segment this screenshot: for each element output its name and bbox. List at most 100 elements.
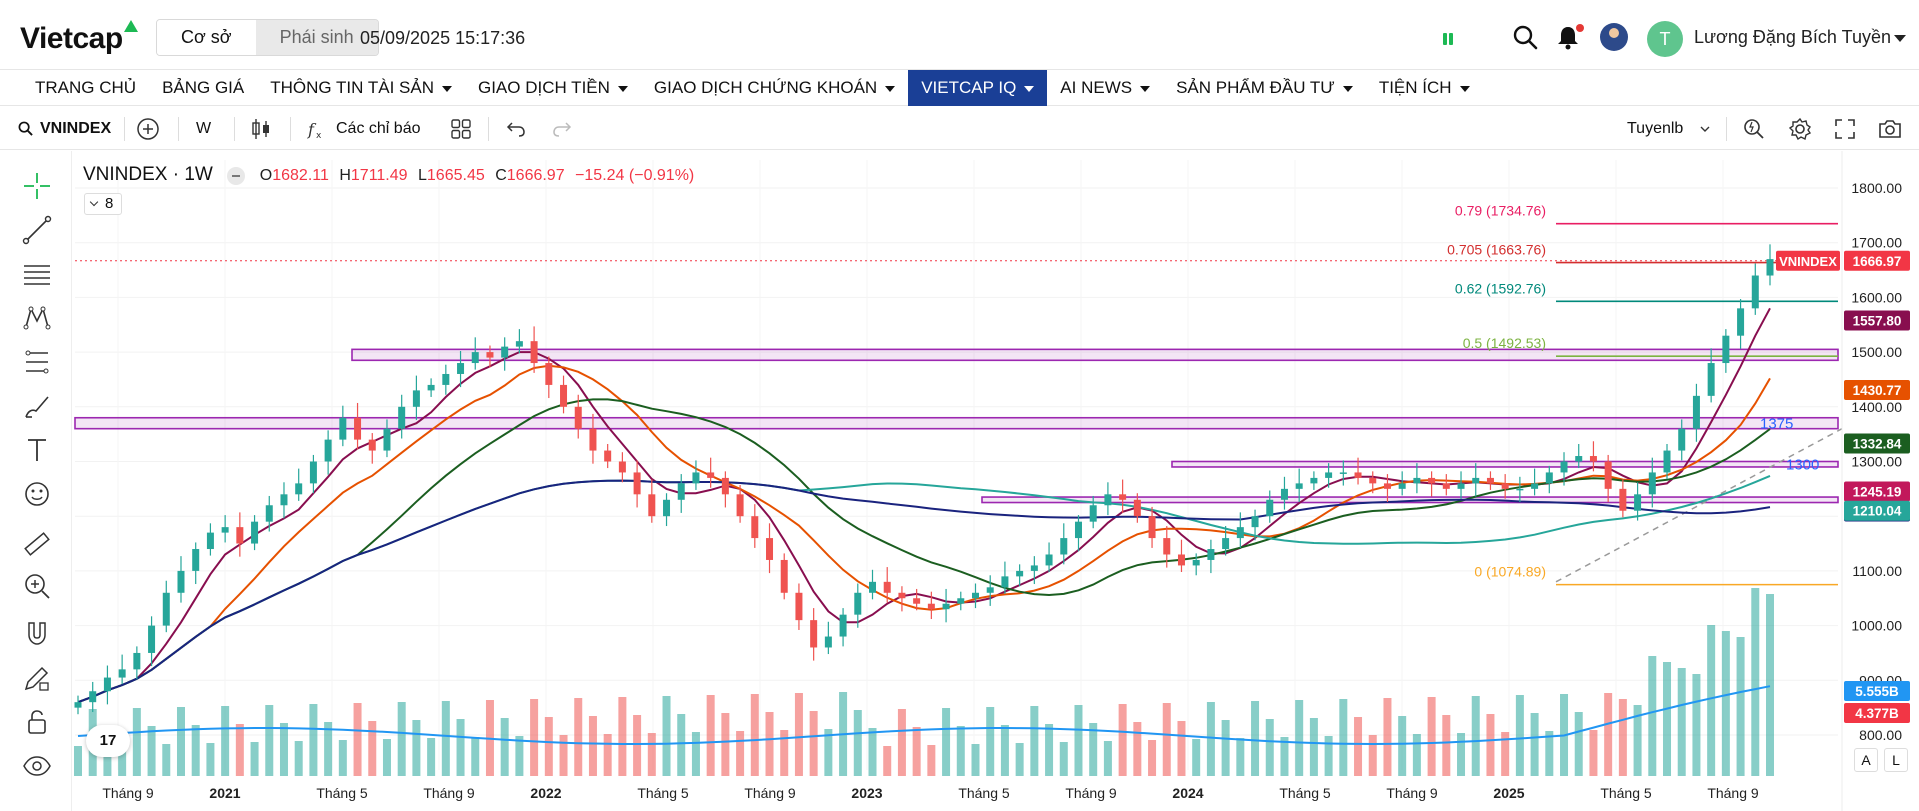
candle-body <box>913 598 921 604</box>
support-resistance-zone <box>74 416 1839 430</box>
layout-chevron-down-icon[interactable] <box>1700 125 1710 133</box>
candle-body <box>1339 472 1347 474</box>
price-axis-tag-label: 1430.77 <box>1853 383 1902 398</box>
redo-icon[interactable] <box>552 119 572 139</box>
symbol-search-icon[interactable] <box>18 121 33 136</box>
volume-bar <box>559 735 568 776</box>
symbol-selector[interactable]: VNINDEX <box>40 120 112 137</box>
candle-body <box>1030 565 1038 571</box>
candle-body <box>1457 483 1465 489</box>
candle-body <box>1589 456 1597 462</box>
candle-body <box>339 417 347 440</box>
indicators-collapse-toggle[interactable]: 8 <box>84 193 122 215</box>
chevron-down-icon <box>441 85 452 92</box>
legend-collapse-icon[interactable] <box>227 166 246 185</box>
y-tick-label: 1400.00 <box>1851 399 1902 415</box>
layout-grid-icon[interactable] <box>450 118 472 140</box>
snapshot-camera-icon[interactable] <box>1878 118 1902 140</box>
emoji-icon[interactable] <box>22 479 52 509</box>
ruler-icon[interactable] <box>22 529 52 559</box>
candle-body <box>1722 335 1730 364</box>
candle-body <box>1604 461 1612 489</box>
candle-body <box>118 669 126 678</box>
tradingview-logo[interactable]: 17 <box>86 725 130 757</box>
trend-line-icon[interactable] <box>22 215 52 245</box>
visibility-eye-icon[interactable] <box>22 751 52 781</box>
candle-body <box>927 603 935 610</box>
user-name[interactable]: Lương Đặng Bích Tuyền <box>1694 27 1891 47</box>
volume-bar <box>883 746 892 776</box>
user-menu-chevron-down-icon[interactable] <box>1894 35 1906 42</box>
pencil-lock-icon[interactable] <box>22 663 52 693</box>
candle-body <box>839 614 847 637</box>
magnet-icon[interactable] <box>22 619 52 649</box>
brand-logo[interactable]: Vietcap <box>20 22 123 55</box>
segment-derivatives[interactable]: Phái sinh <box>255 20 378 55</box>
auto-scale-button[interactable]: A <box>1854 748 1878 772</box>
log-scale-button[interactable]: L <box>1884 748 1908 772</box>
candlestick-chart-type-icon[interactable] <box>250 117 272 141</box>
candle-body <box>251 521 259 544</box>
volume-bar <box>1309 718 1318 776</box>
chevron-down-icon <box>1459 85 1470 92</box>
nav-item-vietcap-iq[interactable]: VIETCAP IQ <box>908 70 1048 106</box>
quick-search-icon[interactable] <box>1742 117 1766 141</box>
bell-icon[interactable] <box>1555 24 1581 50</box>
fullscreen-icon[interactable] <box>1834 118 1856 140</box>
candle-body <box>368 439 376 451</box>
toolbar-divider <box>234 117 235 141</box>
brush-icon[interactable] <box>22 391 52 421</box>
fib-tool-icon[interactable] <box>22 347 52 377</box>
horizontal-lines-icon[interactable] <box>22 259 52 289</box>
volume-bar <box>927 745 936 776</box>
timeframe-selector[interactable]: W <box>196 120 212 137</box>
volume-bar <box>1000 725 1009 776</box>
candle-body <box>427 384 435 391</box>
text-tool-icon[interactable] <box>22 435 52 465</box>
volume-axis-tag-label: 5.555B <box>1855 684 1899 699</box>
segment-spot[interactable]: Cơ sở <box>157 20 256 55</box>
nav-item-utilities[interactable]: TIỆN ÍCH <box>1366 70 1483 106</box>
nav-item-cash-transactions[interactable]: GIAO DỊCH TIỀN <box>465 70 641 106</box>
x-tick-label: 2024 <box>1172 785 1203 801</box>
compare-add-icon[interactable] <box>136 117 160 141</box>
volume-bar <box>868 728 877 776</box>
candle-body <box>574 406 582 429</box>
nav-item-investment-products[interactable]: SẢN PHẨM ĐẦU TƯ <box>1163 70 1366 106</box>
chevron-down-icon <box>885 85 896 92</box>
pattern-tool-icon[interactable] <box>22 303 52 333</box>
nav-item-ai-news[interactable]: AI NEWS <box>1047 70 1163 106</box>
candle-body <box>854 592 862 615</box>
candle-body <box>1222 538 1230 550</box>
volume-bar <box>1030 706 1039 776</box>
candle-body <box>192 549 200 571</box>
fib-level-label: 0 (1074.89) <box>1474 564 1546 580</box>
undo-icon[interactable] <box>506 119 526 139</box>
volume-bar <box>647 733 656 776</box>
price-chart[interactable]: Tháng 9 2021 Tháng 5 Tháng 9 2022 Tháng 5 Thán… <box>72 151 1919 811</box>
settings-gear-icon[interactable] <box>1788 117 1812 141</box>
chart-layout-name[interactable]: Tuyenlb <box>1627 120 1684 137</box>
lock-icon[interactable] <box>22 707 52 737</box>
x-tick-label: Tháng 5 <box>316 785 368 801</box>
crosshair-icon[interactable] <box>22 171 52 201</box>
candle-body <box>1310 477 1318 484</box>
indicators-button[interactable]: Các chỉ báo <box>336 120 421 137</box>
zoom-in-icon[interactable] <box>22 571 52 601</box>
nav-item-asset-info[interactable]: THÔNG TIN TÀI SẢN <box>257 70 465 106</box>
nav-item-home[interactable]: TRANG CHỦ <box>35 78 137 97</box>
volume-bar <box>1192 739 1201 776</box>
legend-symbol: VNINDEX · 1W <box>83 164 213 185</box>
nav-item-price-board[interactable]: BẢNG GIÁ <box>162 78 245 97</box>
profile-photo-avatar[interactable] <box>1600 23 1628 51</box>
nav-item-stock-transactions[interactable]: GIAO DỊCH CHỨNG KHOÁN <box>641 70 908 106</box>
user-initial-avatar[interactable]: T <box>1647 21 1683 57</box>
volume-bar <box>118 745 127 776</box>
search-icon[interactable] <box>1512 24 1538 50</box>
volume-axis-tag <box>1844 681 1910 701</box>
candle-body <box>1751 275 1759 309</box>
moving-average-line <box>77 479 1771 704</box>
volume-bar <box>427 738 436 776</box>
